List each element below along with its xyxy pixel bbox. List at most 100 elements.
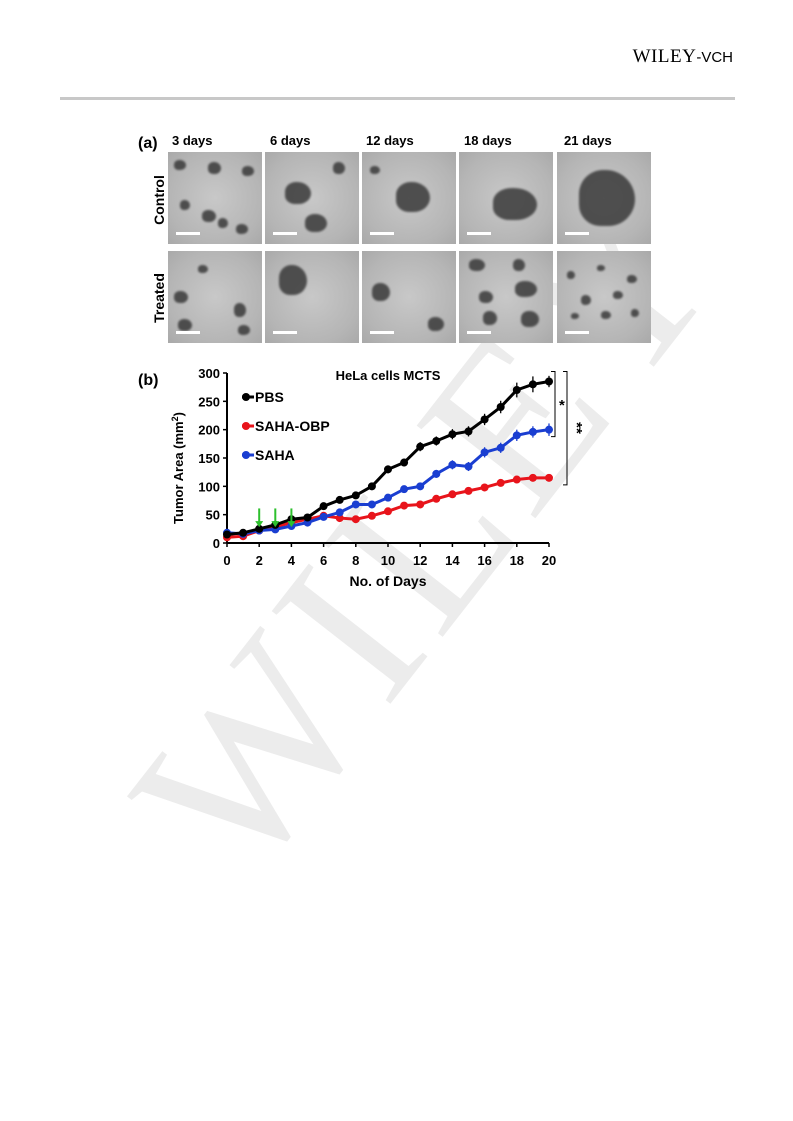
data-point xyxy=(448,430,457,439)
data-point xyxy=(448,460,457,469)
data-point xyxy=(351,500,360,509)
x-tick-label: 6 xyxy=(320,553,327,568)
x-axis-label: No. of Days xyxy=(349,573,426,589)
data-point xyxy=(384,493,392,502)
data-point xyxy=(528,473,537,482)
data-point xyxy=(367,511,376,520)
panel-b: (b) HeLa cells MCTS No. of Days Tumor Ar… xyxy=(0,360,793,605)
x-tick-label: 4 xyxy=(288,553,296,568)
significance-bracket xyxy=(563,371,568,486)
legend-swatch-marker xyxy=(242,451,250,459)
y-tick-label: 300 xyxy=(198,366,220,381)
column-label: 3 days xyxy=(172,133,213,148)
data-point xyxy=(335,508,344,517)
legend-label: SAHA xyxy=(255,447,295,463)
legend-label: PBS xyxy=(255,389,284,405)
treatment-arrow-head xyxy=(287,521,296,528)
data-point xyxy=(335,514,344,523)
data-point xyxy=(545,377,553,386)
x-tick-label: 2 xyxy=(256,553,263,568)
column-label: 6 days xyxy=(270,133,311,148)
data-point xyxy=(528,380,537,389)
data-point xyxy=(303,513,312,522)
y-axis-label-superscript: 2 xyxy=(170,416,180,421)
tumor-area-chart: (b) HeLa cells MCTS No. of Days Tumor Ar… xyxy=(138,366,585,589)
column-label: 18 days xyxy=(464,133,512,148)
micrograph-control-21-days xyxy=(557,152,651,244)
chart-legend: PBS SAHA-OBP SAHA xyxy=(242,389,330,463)
data-point xyxy=(416,442,425,451)
data-point xyxy=(416,482,425,491)
significance-label: ** xyxy=(568,422,585,434)
data-point xyxy=(464,427,473,436)
data-point xyxy=(384,507,392,516)
data-point xyxy=(496,443,505,452)
panel-b-label: (b) xyxy=(138,372,158,389)
row-label-control: Control xyxy=(151,175,167,225)
data-point xyxy=(223,530,231,539)
x-tick-label: 18 xyxy=(510,553,524,568)
y-axis-label-close: ) xyxy=(171,412,186,416)
micrograph-treated-21-days xyxy=(557,251,651,343)
data-point xyxy=(400,458,409,467)
chart-title: HeLa cells MCTS xyxy=(336,368,441,383)
panel-a: (a) 3 days 6 days 12 days 18 days 21 day… xyxy=(0,0,793,360)
x-tick-label: 16 xyxy=(477,553,491,568)
publisher-logo: WILEY-VCH xyxy=(633,46,733,68)
data-point xyxy=(432,469,441,478)
data-point xyxy=(545,473,553,482)
x-tick-label: 0 xyxy=(223,553,230,568)
data-point xyxy=(239,528,248,537)
column-label: 21 days xyxy=(564,133,612,148)
data-point xyxy=(351,515,360,524)
data-point xyxy=(319,502,328,511)
data-point xyxy=(400,501,409,510)
publisher-suffix: -VCH xyxy=(696,49,733,66)
data-point xyxy=(400,485,409,494)
legend-swatch-marker xyxy=(242,422,250,430)
treatment-arrow-head xyxy=(271,521,280,528)
data-point xyxy=(496,478,505,487)
x-tick-label: 12 xyxy=(413,553,427,568)
data-point xyxy=(480,483,489,492)
significance-bracket xyxy=(551,371,556,438)
data-point xyxy=(367,500,376,509)
y-tick-label: 150 xyxy=(198,451,220,466)
data-point xyxy=(528,427,537,436)
data-point xyxy=(335,495,344,504)
data-point xyxy=(416,500,425,509)
micrograph-treated-3-days xyxy=(168,251,262,343)
micrograph-control-12-days xyxy=(362,152,456,244)
data-point xyxy=(255,524,264,533)
y-tick-label: 250 xyxy=(198,394,220,409)
data-point xyxy=(480,415,489,424)
y-tick-label: 0 xyxy=(213,536,220,551)
panel-a-label: (a) xyxy=(138,135,158,152)
x-tick-label: 8 xyxy=(352,553,359,568)
micrograph-control-3-days xyxy=(168,152,262,244)
data-point xyxy=(367,482,376,491)
data-point xyxy=(351,491,360,500)
data-point xyxy=(432,437,441,445)
data-point xyxy=(512,386,521,394)
y-tick-label: 200 xyxy=(198,423,220,438)
legend-swatch-marker xyxy=(242,393,250,401)
chart-marks: *** xyxy=(223,371,585,542)
data-point xyxy=(464,486,473,495)
micrograph-treated-6-days xyxy=(265,251,359,343)
data-point xyxy=(464,462,473,471)
publisher-name: WILEY xyxy=(632,46,697,67)
row-label-treated: Treated xyxy=(151,273,167,323)
micrograph-treated-12-days xyxy=(362,251,456,343)
data-point xyxy=(545,425,553,434)
data-point xyxy=(384,465,392,474)
data-point xyxy=(319,512,328,521)
column-label: 12 days xyxy=(366,133,414,148)
micrograph-treated-18-days xyxy=(459,251,553,343)
y-axis-label: Tumor Area (mm2) xyxy=(170,412,186,524)
data-point xyxy=(480,448,489,457)
x-tick-label: 20 xyxy=(542,553,556,568)
legend-label: SAHA-OBP xyxy=(255,418,330,434)
data-point xyxy=(512,475,521,484)
data-point xyxy=(432,494,441,503)
